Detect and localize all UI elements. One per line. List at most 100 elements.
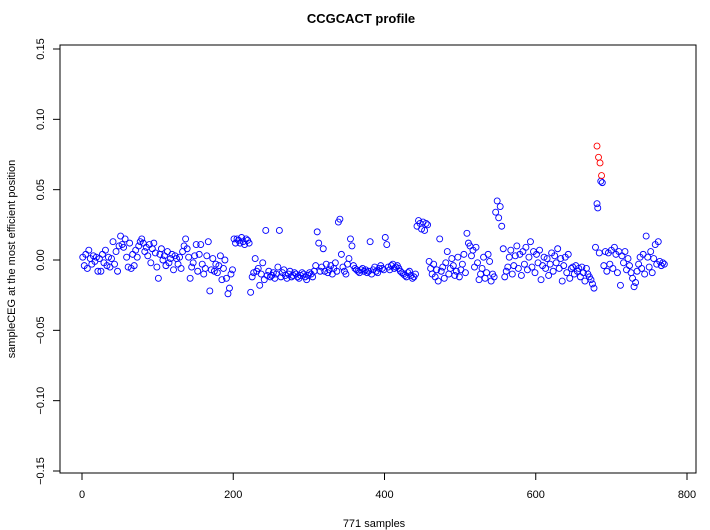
data-point [528,263,536,271]
data-point [174,260,182,268]
data-point [303,276,311,284]
data-point [627,269,635,277]
data-point [114,267,121,275]
y-tick-label: −0.10 [35,387,47,415]
data-point [560,262,568,270]
y-axis-label: sampleCEG at the most efficient position [6,160,18,359]
data-point [170,266,177,274]
data-point [598,179,606,187]
data-point [620,259,627,267]
data-point [621,248,629,256]
data-point [117,232,125,240]
data-point [412,270,419,278]
data-point [248,273,256,281]
data-point [517,272,525,279]
data-point [164,248,171,256]
data-point [247,288,255,296]
data-point [495,214,503,222]
data-point [153,263,161,271]
data-point [593,142,601,150]
data-point [165,259,173,267]
data-point [511,252,519,260]
data-point [498,222,506,230]
data-point [593,200,601,208]
data-point [182,235,190,243]
data-point [610,243,618,251]
data-point [319,245,327,253]
data-points [79,142,668,298]
data-point [218,276,226,284]
data-point [316,267,324,275]
data-point [147,259,155,267]
data-point [552,259,560,267]
data-point [507,246,515,254]
data-point [543,255,551,263]
data-point [121,235,129,243]
y-tick-label: 0.00 [35,249,47,270]
data-point [440,274,448,282]
data-point [386,266,394,274]
data-point [430,260,438,268]
data-point [345,255,353,263]
data-point [522,243,530,251]
data-point [502,267,510,275]
data-point [154,274,162,282]
data-point [383,241,391,248]
data-point [448,255,456,263]
data-point [660,260,668,268]
data-point [159,256,167,264]
data-point [203,252,211,260]
data-point [514,264,522,272]
data-point [101,246,109,254]
data-point [594,204,602,212]
data-point [109,238,117,246]
data-point [567,264,575,272]
data-point [83,264,91,272]
data-point [558,277,566,285]
data-point [648,269,656,277]
x-tick-label: 600 [527,489,545,501]
data-point [406,267,413,275]
data-point [98,250,106,258]
data-point [204,238,212,246]
data-point [647,248,655,256]
data-point [595,249,603,257]
chart-title: CCGCACT profile [307,11,415,26]
data-point [546,260,554,268]
data-point [555,264,563,272]
data-point [449,262,457,270]
data-point [609,264,617,272]
data-point [94,267,102,275]
x-tick-label: 800 [678,489,696,501]
data-point [481,274,489,282]
data-point [460,250,468,258]
data-point [256,281,264,289]
x-tick-label: 0 [79,489,85,501]
data-point [342,270,350,278]
data-point [422,219,430,227]
data-point [603,267,611,275]
data-point [259,259,267,267]
data-point [525,253,533,261]
data-point [222,274,230,282]
data-point [198,260,206,268]
data-point [475,276,483,284]
data-point [437,267,445,275]
data-point [427,264,435,272]
data-point [597,177,605,185]
data-point [445,270,453,278]
data-point [590,284,598,292]
data-point [455,273,463,281]
data-point [600,262,608,270]
data-point [209,255,217,263]
data-point [510,262,518,270]
data-point [206,287,214,295]
data-point [623,266,630,274]
data-point [557,255,565,263]
data-point [468,252,475,260]
data-point [189,259,197,267]
data-point [333,267,341,275]
data-point [148,245,156,253]
data-point [542,264,550,272]
data-point [201,264,209,272]
